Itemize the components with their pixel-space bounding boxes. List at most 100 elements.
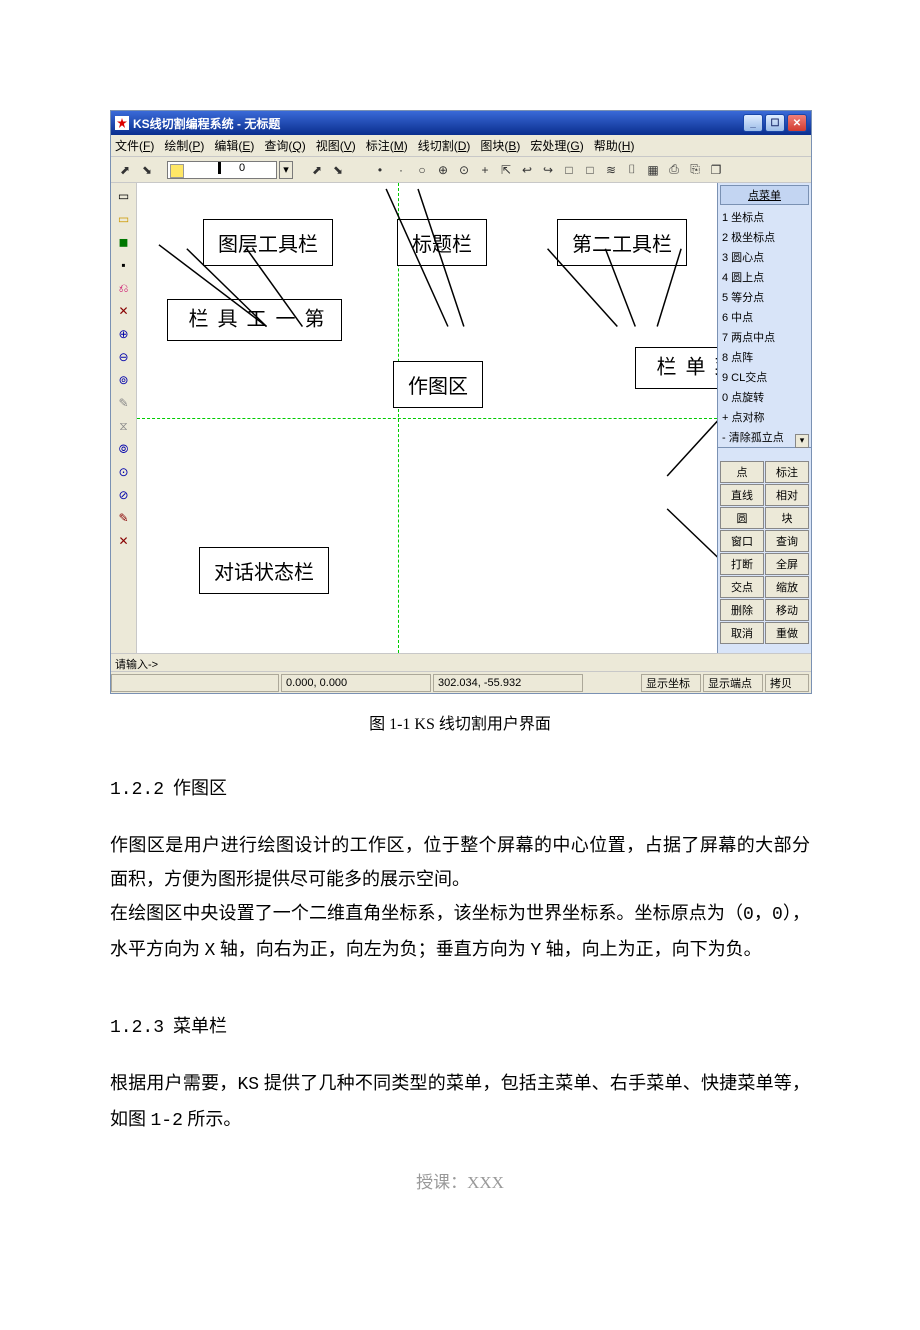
tb2-icon-3[interactable]: • (370, 160, 390, 180)
statusbar: 0.000, 0.000 302.034, -55.932 显示坐标 显示端点 … (111, 671, 811, 693)
menu-f[interactable]: 文件(F) (115, 137, 154, 154)
right-menu-item-2[interactable]: 3 圆心点 (718, 247, 811, 267)
vtb-icon-0[interactable]: ▭ (114, 186, 134, 206)
right-menu-item-4[interactable]: 5 等分点 (718, 287, 811, 307)
right-menu-item-8[interactable]: 9 CL交点 (718, 367, 811, 387)
callout-titlebar: 标题栏 (397, 219, 487, 266)
callout-toolbar-1: 第 一 工 具 栏 (167, 299, 342, 341)
tb2-icon-17[interactable]: ⎙ (664, 160, 684, 180)
right-menu-item-1[interactable]: 2 极坐标点 (718, 227, 811, 247)
vtb-icon-15[interactable]: ✕ (114, 531, 134, 551)
tb2-icon-1[interactable]: ⬊ (328, 160, 348, 180)
vtb-icon-6[interactable]: ⊕ (114, 324, 134, 344)
vtb-icon-7[interactable]: ⊖ (114, 347, 134, 367)
menu-p[interactable]: 绘制(P) (164, 137, 204, 154)
tb2-icon-2[interactable] (349, 160, 369, 180)
right-menu-item-6[interactable]: 7 两点中点 (718, 327, 811, 347)
menu-q[interactable]: 查询(Q) (264, 137, 305, 154)
tb2-icon-4[interactable]: · (391, 160, 411, 180)
para-3: 根据用户需要，KS 提供了几种不同类型的菜单，包括主菜单、右手菜单、快捷菜单等，… (110, 1066, 810, 1138)
right-menu-item-5[interactable]: 6 中点 (718, 307, 811, 327)
app-screenshot: KS线切割编程系统 - 无标题 _ ☐ ✕ 文件(F) 绘制(P) 编辑(E) 查询(… (110, 110, 812, 694)
right-grid-btn-15[interactable]: 重做 (765, 622, 809, 644)
right-menu-dropdown-button[interactable]: ▾ (795, 434, 809, 448)
right-grid-btn-10[interactable]: 交点 (720, 576, 764, 598)
page-footer: 授课：XXX (110, 1168, 810, 1193)
tb2-icon-6[interactable]: ⊕ (433, 160, 453, 180)
vtb-icon-14[interactable]: ✎ (114, 508, 134, 528)
right-menu-item-0[interactable]: 1 坐标点 (718, 207, 811, 227)
right-grid-btn-2[interactable]: 直线 (720, 484, 764, 506)
drawing-area[interactable]: 图层工具栏 标题栏 第二工具栏 第 一 工 具 栏 作图区 右 手 菜 单 栏 … (137, 183, 717, 653)
tb2-icon-9[interactable]: ⇱ (496, 160, 516, 180)
tb2-icon-13[interactable]: □ (580, 160, 600, 180)
menu-h[interactable]: 帮助(H) (594, 137, 635, 154)
layer-icon2[interactable]: ⬊ (137, 160, 157, 180)
right-grid-btn-12[interactable]: 删除 (720, 599, 764, 621)
close-button[interactable]: ✕ (787, 114, 807, 132)
right-grid-btn-13[interactable]: 移动 (765, 599, 809, 621)
right-grid-btn-8[interactable]: 打断 (720, 553, 764, 575)
minimize-button[interactable]: _ (743, 114, 763, 132)
vtb-icon-13[interactable]: ⊘ (114, 485, 134, 505)
menu-d[interactable]: 线切割(D) (418, 137, 471, 154)
callout-drawing-area: 作图区 (393, 361, 483, 408)
layer-combo[interactable]: 0 (167, 161, 277, 179)
right-menu-item-7[interactable]: 8 点阵 (718, 347, 811, 367)
right-grid-btn-14[interactable]: 取消 (720, 622, 764, 644)
vtb-icon-5[interactable]: ✕ (114, 301, 134, 321)
command-input-line[interactable]: 请输入-> (111, 653, 811, 671)
vtb-icon-3[interactable]: ▪ (114, 255, 134, 275)
figure-caption: 图 1-1 KS 线切割用户界面 (110, 710, 810, 734)
tb2-icon-5[interactable]: ○ (412, 160, 432, 180)
callout-status-dialog: 对话状态栏 (199, 547, 329, 594)
right-grid-btn-3[interactable]: 相对 (765, 484, 809, 506)
right-grid-btn-4[interactable]: 圆 (720, 507, 764, 529)
vtb-icon-1[interactable]: ▭ (114, 209, 134, 229)
right-grid-btn-11[interactable]: 缩放 (765, 576, 809, 598)
right-grid-btn-6[interactable]: 窗口 (720, 530, 764, 552)
right-grid-btn-5[interactable]: 块 (765, 507, 809, 529)
vtb-icon-2[interactable]: ◼ (114, 232, 134, 252)
layer-icon1[interactable]: ⬈ (115, 160, 135, 180)
tb2-icon-11[interactable]: ↪ (538, 160, 558, 180)
tb2-icon-10[interactable]: ↩ (517, 160, 537, 180)
layer-dropdown-button[interactable]: ▾ (279, 161, 293, 179)
vtb-icon-10[interactable]: ⧖ (114, 416, 134, 436)
vtb-icon-12[interactable]: ⊙ (114, 462, 134, 482)
status-show-endpoint-button[interactable]: 显示端点 (703, 674, 763, 692)
menu-m[interactable]: 标注(M) (366, 137, 408, 154)
tb2-icon-18[interactable]: ⎘ (685, 160, 705, 180)
tb2-icon-0[interactable]: ⬈ (307, 160, 327, 180)
right-grid-btn-7[interactable]: 查询 (765, 530, 809, 552)
right-grid-btn-1[interactable]: 标注 (765, 461, 809, 483)
status-copy-button[interactable]: 拷贝 (765, 674, 809, 692)
right-menu-item-10[interactable]: + 点对称 (718, 407, 811, 427)
vtb-icon-11[interactable]: ⦾ (114, 439, 134, 459)
maximize-button[interactable]: ☐ (765, 114, 785, 132)
tb2-icon-14[interactable]: ≋ (601, 160, 621, 180)
menu-e[interactable]: 编辑(E) (214, 137, 254, 154)
menu-v[interactable]: 视图(V) (316, 137, 356, 154)
vtb-icon-9[interactable]: ✎ (114, 393, 134, 413)
vtb-icon-4[interactable]: ⎌ (114, 278, 134, 298)
tb2-icon-7[interactable]: ⊙ (454, 160, 474, 180)
callout-toolbar-2: 第二工具栏 (557, 219, 687, 266)
tb2-icon-15[interactable]: ⌷ (622, 160, 642, 180)
tb2-icon-16[interactable]: ▦ (643, 160, 663, 180)
tb2-icon-12[interactable]: □ (559, 160, 579, 180)
callout-layer-toolbar: 图层工具栏 (203, 219, 333, 266)
tb2-icon-19[interactable]: ❐ (706, 160, 726, 180)
toolbar-1-vertical: ▭ ▭ ◼ ▪ ⎌ ✕ ⊕ ⊖ ⊚ ✎ ⧖ ⦾ ⊙ ⊘ ✎ ✕ (111, 183, 137, 653)
right-grid-btn-9[interactable]: 全屏 (765, 553, 809, 575)
right-menu-header[interactable]: 点菜单 (720, 185, 809, 205)
right-menu-item-9[interactable]: 0 点旋转 (718, 387, 811, 407)
tb2-icon-8[interactable]: + (475, 160, 495, 180)
window-title: KS线切割编程系统 - 无标题 (133, 115, 280, 132)
status-show-coords-button[interactable]: 显示坐标 (641, 674, 701, 692)
menu-b[interactable]: 图块(B) (480, 137, 520, 154)
right-grid-btn-0[interactable]: 点 (720, 461, 764, 483)
vtb-icon-8[interactable]: ⊚ (114, 370, 134, 390)
right-menu-item-3[interactable]: 4 圆上点 (718, 267, 811, 287)
menu-g[interactable]: 宏处理(G) (530, 137, 583, 154)
